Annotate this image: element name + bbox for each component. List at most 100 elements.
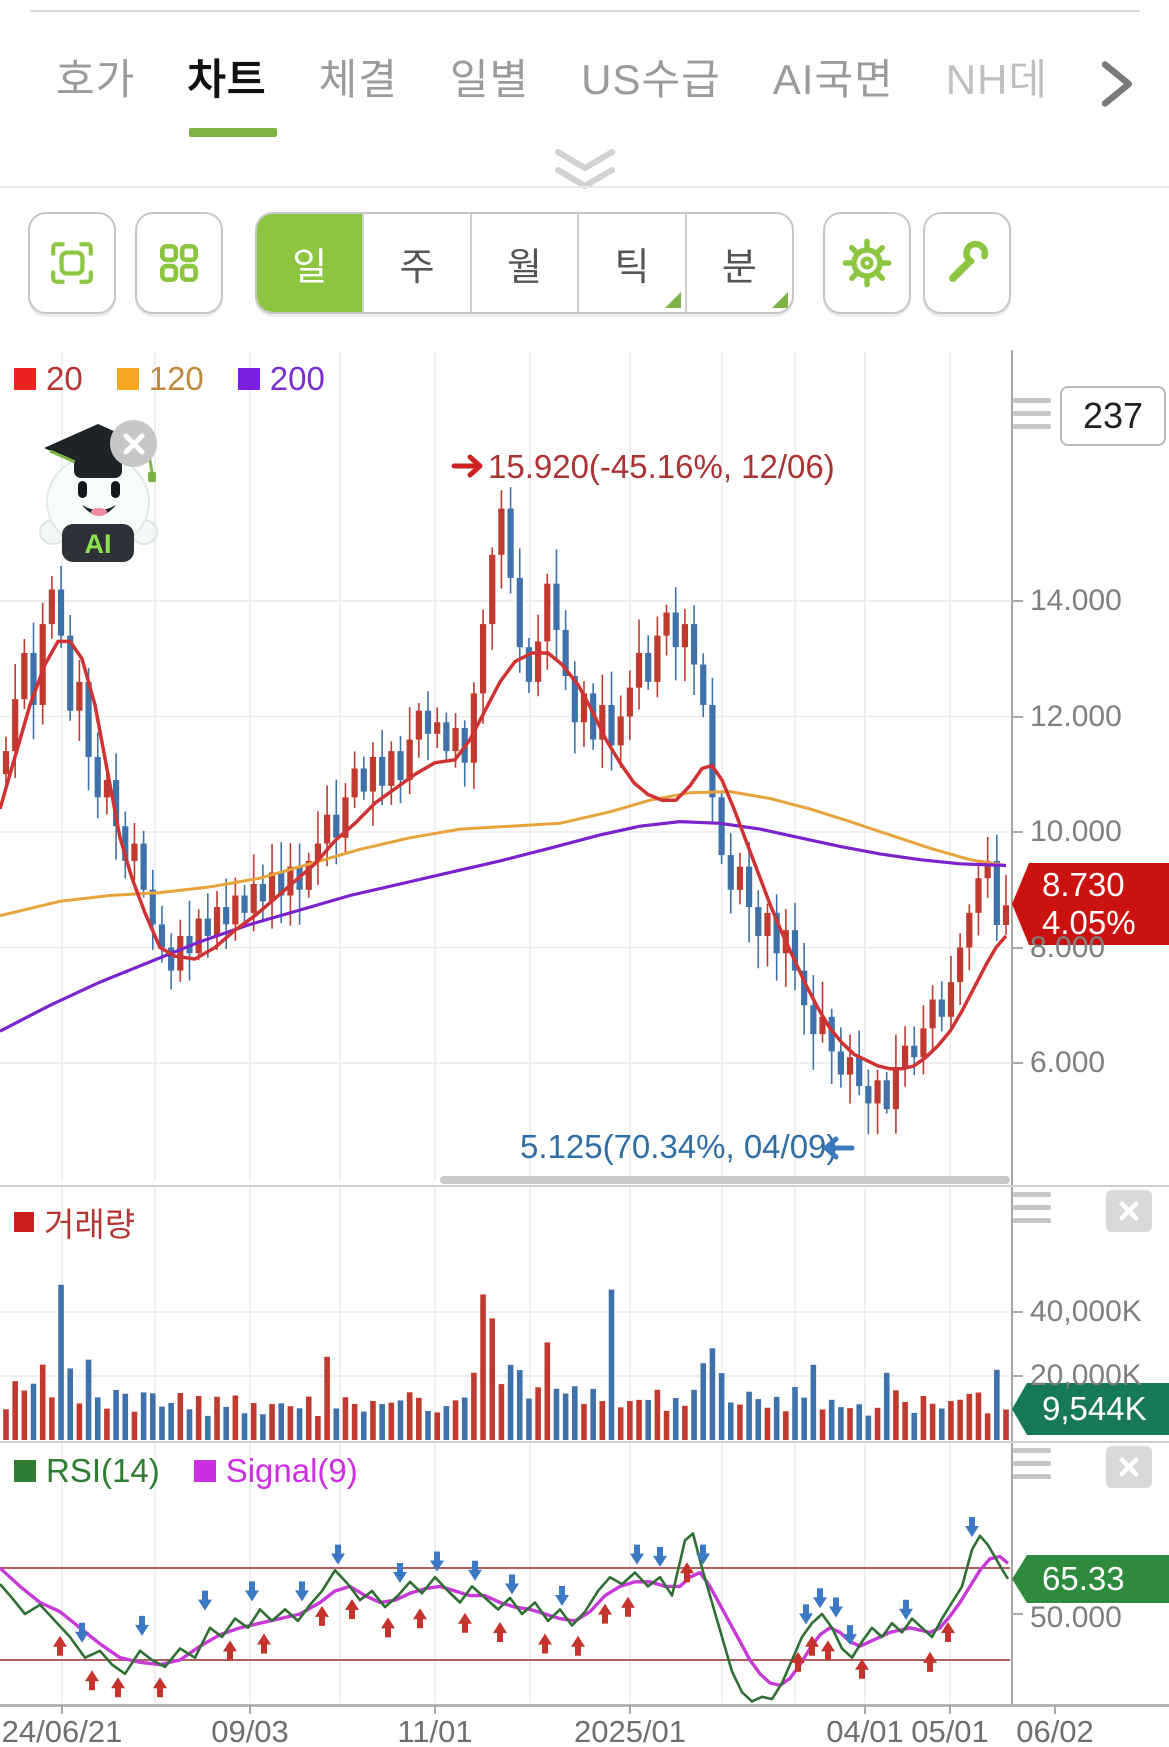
price-axis-tick [1012, 946, 1023, 949]
period-segment-1[interactable]: 일 [257, 214, 365, 312]
ai-mascot-close-icon[interactable] [110, 420, 157, 467]
signal-markers [53, 1517, 979, 1698]
price-axis-tick [1012, 831, 1023, 833]
volume-axis-label: 40,000K [1030, 1295, 1142, 1328]
current-price-badge: 8.730 4.05% [1012, 863, 1169, 945]
rsi-pane-menu-icon[interactable] [1013, 1448, 1051, 1487]
period-segment-4[interactable]: 틱 [579, 214, 687, 312]
settings-button[interactable] [823, 212, 911, 314]
time-axis-tick [864, 1705, 866, 1714]
ma120-swatch [116, 368, 139, 390]
axis-separator [1011, 350, 1013, 1705]
time-axis-label: 11/01 [397, 1714, 473, 1747]
ma200-line [0, 820, 1007, 1033]
volume-swatch [14, 1212, 34, 1232]
time-axis-label: 05/01 [911, 1714, 989, 1747]
high-arrow-icon [451, 454, 483, 478]
tools-button[interactable] [923, 212, 1011, 314]
rsi-mid-tick [1012, 1613, 1023, 1615]
volume-axis-tick [1012, 1375, 1023, 1377]
pane-separator [0, 1185, 1169, 1187]
volume-pane-close-icon[interactable] [1106, 1190, 1152, 1232]
x-axis-line [0, 1704, 1169, 1707]
wrench-icon [949, 240, 989, 282]
volume-chart-canvas[interactable] [0, 1186, 1011, 1442]
low-annotation: 5.125(70.34%, 04/09) [520, 1128, 838, 1165]
tab-6[interactable]: AI국면 [772, 56, 894, 103]
ma120-line [0, 790, 1007, 918]
tab-5[interactable]: US수급 [581, 56, 721, 103]
volume-current-badge: 9,544K [1012, 1383, 1169, 1435]
price-pane-menu-icon[interactable] [1013, 398, 1051, 437]
ma-legend: 20 120 200 [14, 360, 325, 398]
ma200-swatch [237, 368, 260, 390]
ma20-swatch [14, 368, 36, 390]
candle-count-box[interactable]: 237 [1060, 386, 1166, 446]
rsi-mid-label: 50.000 [1030, 1601, 1122, 1634]
volume-bars [3, 1284, 1009, 1440]
tab-4[interactable]: 일별 [449, 56, 530, 103]
time-axis-label: 09/03 [211, 1714, 289, 1747]
volume-axis-label: 20,000K [1030, 1359, 1142, 1392]
candlesticks [2, 487, 1010, 1135]
time-axis-label: 2025/01 [573, 1714, 687, 1747]
volume-axis-tick [1012, 1311, 1023, 1313]
current-change: 4.05% [1042, 904, 1136, 941]
top-divider [30, 10, 1140, 12]
ma20-line [0, 639, 1008, 1071]
fullscreen-icon [51, 242, 93, 284]
tab-7[interactable]: NH데 [945, 56, 1049, 103]
dropdown-triangle-icon [772, 292, 789, 308]
period-segment-2[interactable]: 주 [364, 214, 472, 312]
period-segment-5[interactable]: 분 [687, 214, 792, 312]
dropdown-triangle-icon [664, 292, 681, 308]
time-axis-label: 24/06/21 [1, 1714, 123, 1747]
volume-legend: 거래량 [14, 1198, 135, 1246]
time-axis-label: 04/01 [826, 1714, 904, 1747]
ma120-label: 120 [148, 360, 204, 397]
period-segment-3[interactable]: 월 [472, 214, 580, 312]
price-chart-canvas[interactable] [0, 350, 1011, 1180]
header-divider [0, 186, 1169, 188]
time-axis-tick [1054, 1705, 1056, 1714]
rsi-swatch [14, 1460, 36, 1482]
signal-swatch [193, 1460, 216, 1482]
time-axis-tick [629, 1705, 631, 1714]
signal-legend-label: Signal(9) [225, 1452, 358, 1489]
tabs-overflow-chevron-icon[interactable] [1092, 58, 1144, 110]
gear-icon [842, 238, 892, 288]
time-axis-tick [249, 1705, 251, 1714]
tab-2[interactable]: 차트 [187, 46, 278, 137]
ma200-label: 200 [269, 360, 325, 397]
signal-line [0, 1554, 1010, 1687]
rsi-legend-label: RSI(14) [46, 1452, 160, 1489]
tab-1[interactable]: 호가 [56, 56, 136, 103]
high-annotation: 15.920(-45.16%, 12/06) [488, 448, 835, 485]
price-axis-label: 12.000 [1030, 699, 1122, 733]
grid-icon [159, 243, 199, 283]
time-axis-label: 06/02 [1016, 1714, 1094, 1747]
rsi-current: 65.33 [1042, 1560, 1125, 1597]
price-axis-label: 14.000 [1030, 584, 1122, 617]
price-axis-label: 10.000 [1030, 815, 1122, 848]
volume-pane-menu-icon[interactable] [1013, 1192, 1051, 1231]
tab-3[interactable]: 체결 [318, 56, 398, 103]
time-axis-tick [949, 1705, 951, 1714]
price-axis-tick [1012, 715, 1023, 718]
low-arrow-icon [823, 1136, 855, 1160]
time-axis-tick [434, 1705, 436, 1714]
volume-current: 9,544K [1042, 1390, 1147, 1427]
layout-grid-button[interactable] [135, 212, 223, 314]
tab-bar: 호가 차트 체결 일별 US수급 AI국면 NH데 [56, 46, 1048, 137]
price-axis-label: 8.000 [1030, 930, 1106, 964]
rsi-chart-canvas[interactable] [0, 1442, 1011, 1705]
volume-legend-label: 거래량 [44, 1206, 136, 1243]
fullscreen-button[interactable] [28, 212, 116, 314]
current-price: 8.730 [1042, 866, 1125, 903]
rsi-line [0, 1532, 1010, 1703]
chart-scrollbar[interactable] [440, 1176, 1010, 1184]
rsi-pane-close-icon[interactable] [1106, 1446, 1152, 1488]
rsi-current-badge: 65.33 [1012, 1555, 1169, 1603]
